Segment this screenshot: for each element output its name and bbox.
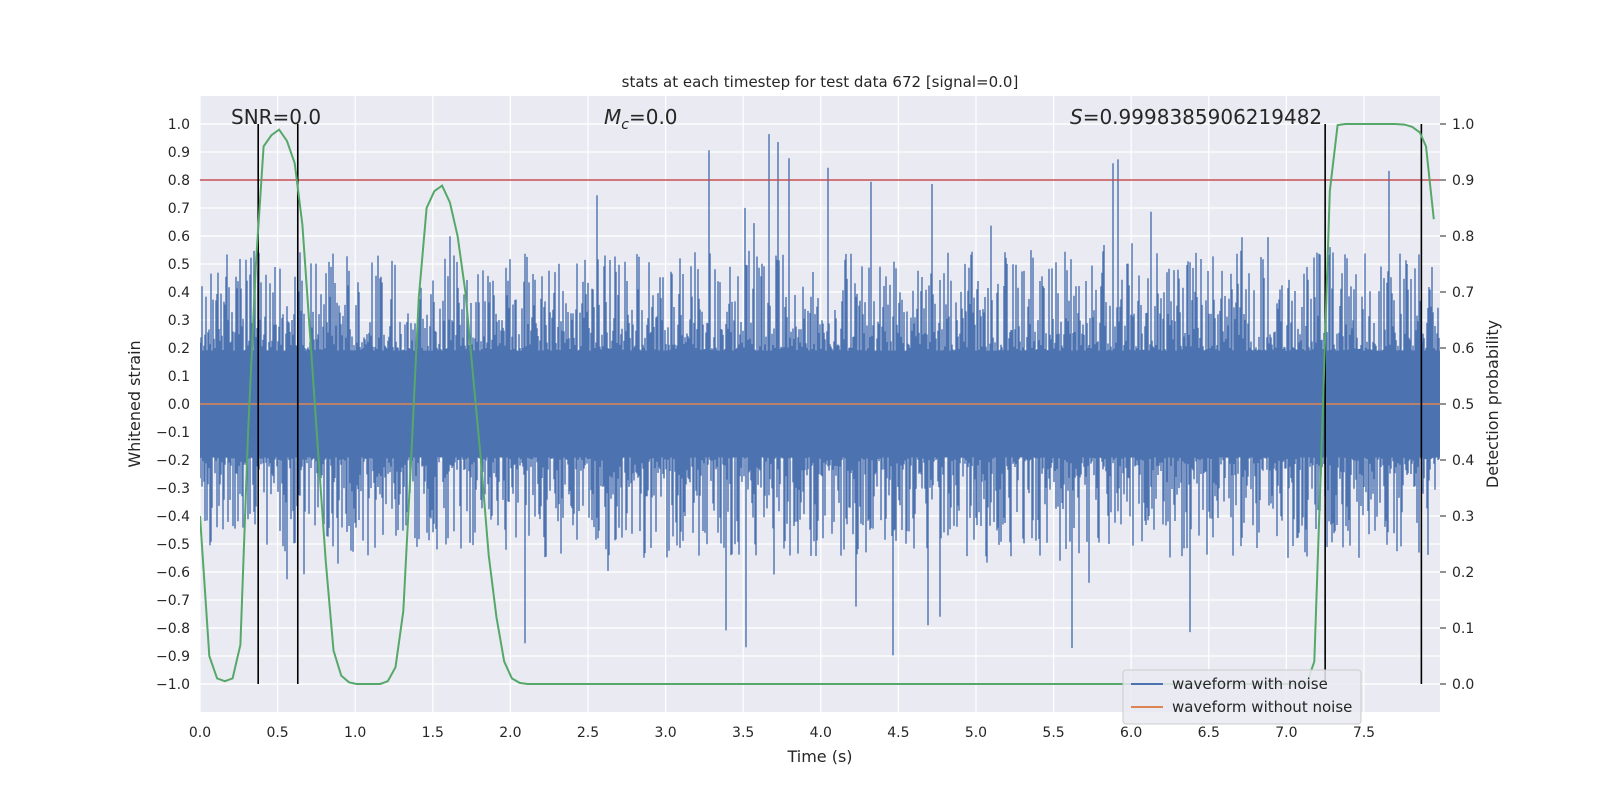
y-tick-label: 0.2	[168, 341, 190, 357]
x-tick-label: 3.0	[654, 725, 676, 741]
y-tick-label: 0.9	[168, 145, 190, 161]
legend: waveform with noise waveform without noi…	[1122, 669, 1362, 725]
y2-tick-label: 0.4	[1452, 453, 1474, 469]
x-tick-label: 5.0	[965, 725, 987, 741]
y2-tick-label: 0.8	[1452, 229, 1474, 245]
chart-title: stats at each timestep for test data 672…	[622, 73, 1019, 91]
legend-label-clean: waveform without noise	[1172, 698, 1352, 716]
y2-tick-label: 0.5	[1452, 397, 1474, 413]
legend-box	[1122, 669, 1362, 725]
x-tick-label: 1.5	[422, 725, 444, 741]
x-tick-label: 2.0	[499, 725, 521, 741]
score-annotation: S=0.9998385906219482	[1070, 105, 1322, 129]
y-tick-label: −0.4	[156, 509, 190, 525]
x-axis-label: Time (s)	[786, 747, 852, 766]
y-tick-label: −0.8	[156, 621, 190, 637]
x-tick-label: 0.5	[266, 725, 288, 741]
y-tick-label: 0.8	[168, 173, 190, 189]
y-tick-label: 0.5	[168, 257, 190, 273]
x-tick-label: 7.0	[1275, 725, 1297, 741]
y-axis-label: Whitened strain	[125, 340, 144, 467]
overlay-lines	[200, 123, 1440, 685]
y-tick-label: −0.6	[156, 565, 190, 581]
y-tick-label: −0.1	[156, 425, 190, 441]
y2-tick-label: 0.3	[1452, 509, 1474, 525]
y-tick-label: 0.0	[168, 397, 190, 413]
y2-tick-label: 0.2	[1452, 565, 1474, 581]
x-tick-label: 4.0	[810, 725, 832, 741]
x-tick-label: 3.5	[732, 725, 754, 741]
y-tick-label: −0.9	[156, 649, 190, 665]
y-tick-label: 0.7	[168, 201, 190, 217]
axes: 0.0 0.5 1.0 1.5 2.0 2.5 3.0 3.5 4.0 4.5 5.0 5.5 6.0 6…	[156, 117, 1474, 741]
legend-label-noise: waveform with noise	[1172, 675, 1328, 693]
x-tick-label: 0.0	[189, 725, 211, 741]
x-tick-label: 6.5	[1198, 725, 1220, 741]
snr-annotation: SNR=0.0	[231, 105, 321, 129]
y-tick-label: −0.5	[156, 537, 190, 553]
y-tick-label: −0.7	[156, 593, 190, 609]
x-tick-label: 2.5	[577, 725, 599, 741]
y2-axis-label: Detection probability	[1483, 320, 1502, 488]
x-tick-label: 1.0	[344, 725, 366, 741]
x-tick-label: 6.0	[1120, 725, 1142, 741]
y2-tick-label: 0.0	[1452, 677, 1474, 693]
y-tick-label: 0.1	[168, 369, 190, 385]
x-tick-label: 4.5	[887, 725, 909, 741]
y-tick-label: 0.3	[168, 313, 190, 329]
y-tick-label: 0.6	[168, 229, 190, 245]
x-tick-label: 7.5	[1353, 725, 1375, 741]
y-tick-label: −1.0	[156, 677, 190, 693]
y2-tick-label: 0.7	[1452, 285, 1474, 301]
detection-probability-line	[200, 123, 1435, 685]
y2-tick-label: 0.6	[1452, 341, 1474, 357]
y-tick-label: 1.0	[168, 117, 190, 133]
y2-tick-label: 0.9	[1452, 173, 1474, 189]
y-tick-label: 0.4	[168, 285, 190, 301]
y2-tick-label: 1.0	[1452, 117, 1474, 133]
y-tick-label: −0.2	[156, 453, 190, 469]
chirp-mass-annotation: Mc=0.0	[604, 105, 678, 133]
y-tick-label: −0.3	[156, 481, 190, 497]
y2-tick-label: 0.1	[1452, 621, 1474, 637]
x-tick-label: 5.5	[1042, 725, 1064, 741]
